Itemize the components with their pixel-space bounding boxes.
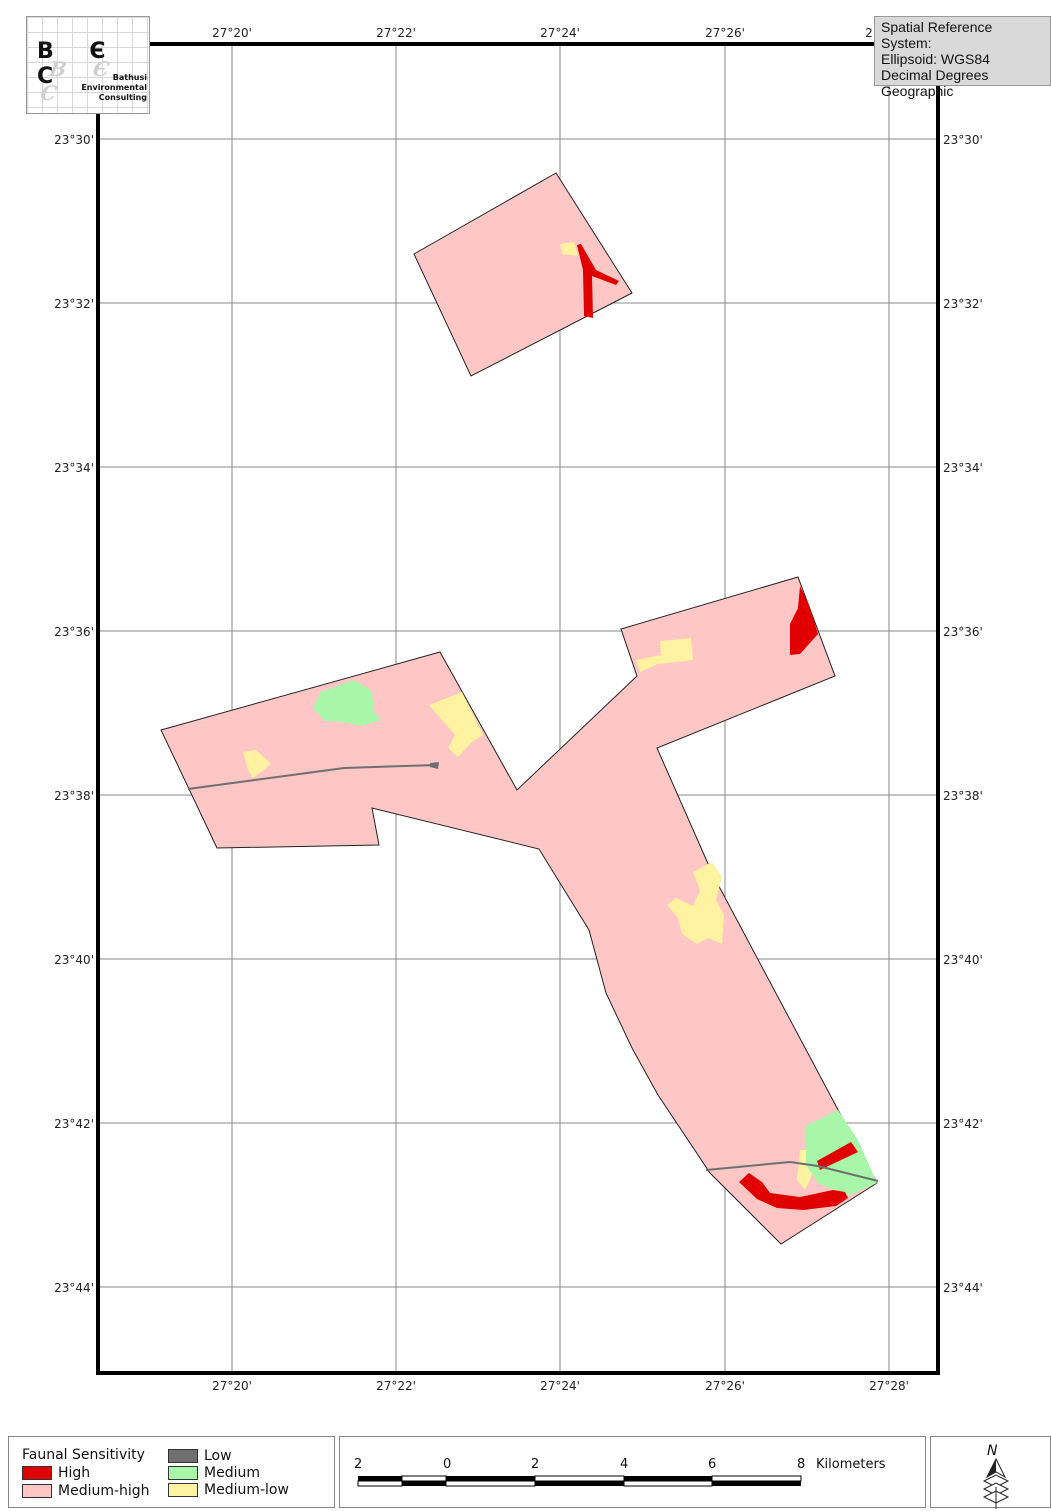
logo-line: Consulting (98, 93, 147, 102)
lat-label-right: 23°30' (943, 133, 983, 147)
lat-label-left: 23°40' (54, 953, 94, 967)
low-marker (430, 762, 439, 769)
medium-low-patch (560, 242, 578, 256)
low-areas (187, 764, 879, 1182)
north-arrow-panel: N (930, 1436, 1051, 1509)
lat-label-right: 23°32' (943, 297, 983, 311)
lon-label-bottom: 27°26' (705, 1379, 745, 1393)
lon-label-top-partial: 2 (865, 26, 873, 40)
medium-low-patch (243, 750, 271, 778)
high-areas (577, 244, 858, 1210)
srs-line: Geographic (881, 83, 954, 99)
lat-label-left: 23°30' (54, 133, 94, 147)
lon-label-bottom: 27°24' (540, 1379, 580, 1393)
lon-label-top: 27°26' (705, 26, 745, 40)
scale-label: 8 (797, 1457, 806, 1472)
legend-swatch-medium-low (168, 1483, 198, 1497)
medium-low-patch (667, 862, 724, 944)
scale-label: 2 (531, 1457, 540, 1472)
north-arrow-icon (982, 1457, 1010, 1509)
legend-panel: Faunal Sensitivity High Medium-high Low … (8, 1436, 335, 1508)
company-logo: B Є C B Є C Bathusi Environmental Consul… (26, 16, 150, 114)
high-patch (577, 244, 619, 318)
scale-bar-panel: 2 0 2 4 6 8 Kilometers (339, 1436, 926, 1508)
logo-company-name: Bathusi Environmental Consulting (81, 73, 147, 103)
lat-label-left: 23°44' (54, 1281, 94, 1295)
study-area-north-parcel (413, 172, 633, 377)
legend-title: Faunal Sensitivity (22, 1447, 145, 1463)
high-patch (790, 586, 818, 655)
legend-label: Low (204, 1448, 232, 1464)
logo-letters: B Є C (37, 39, 120, 89)
lon-label-bottom: 27°28' (869, 1379, 909, 1393)
lat-label-left: 23°34' (54, 461, 94, 475)
legend-swatch-low (168, 1449, 198, 1463)
logo-line: Environmental (81, 83, 147, 92)
scale-label: 0 (443, 1457, 452, 1472)
lon-label-bottom: 27°22' (376, 1379, 416, 1393)
lat-label-left: 23°36' (54, 625, 94, 639)
legend-item-medium: Medium (168, 1465, 260, 1481)
srs-line: Decimal Degrees (881, 67, 989, 83)
lon-label-top: 27°24' (540, 26, 580, 40)
spatial-reference-box: Spatial Reference System: Ellipsoid: WGS… (874, 16, 1051, 99)
lat-label-right: 23°42' (943, 1117, 983, 1131)
scale-unit: Kilometers (816, 1457, 886, 1472)
high-patch (739, 1173, 848, 1210)
low-road-west (187, 764, 438, 790)
legend-label: High (58, 1465, 91, 1481)
scale-bar (357, 1475, 802, 1487)
study-area-main-parcel (160, 576, 878, 1245)
lat-label-right: 23°40' (943, 953, 983, 967)
lat-label-right: 23°44' (943, 1281, 983, 1295)
legend-swatch-medium (168, 1466, 198, 1480)
lat-label-left: 23°38' (54, 789, 94, 803)
legend-item-low: Low (168, 1448, 232, 1464)
scale-label: 2 (354, 1457, 363, 1472)
longitude-labels: 27°20' 27°22' 27°24' 27°26' 2 27°20' 27°… (212, 26, 909, 1393)
srs-line: Spatial Reference System: (881, 19, 993, 51)
logo-line: Bathusi (112, 73, 147, 82)
medium-patch (313, 680, 381, 726)
lon-label-bottom: 27°20' (212, 1379, 252, 1393)
latitude-labels-left: 23°30' 23°32' 23°34' 23°36' 23°38' 23°40… (54, 133, 94, 1295)
north-label: N (987, 1443, 998, 1459)
legend-label: Medium-low (204, 1482, 289, 1498)
low-road-east (705, 1160, 879, 1182)
lon-label-top: 27°20' (212, 26, 252, 40)
latitude-labels-right: 23°30' 23°32' 23°34' 23°36' 23°38' 23°40… (943, 133, 983, 1295)
medium-low-patch (429, 692, 483, 757)
lat-label-left: 23°42' (54, 1117, 94, 1131)
medium-low-areas (243, 242, 812, 1190)
legend-item-high: High (22, 1465, 90, 1481)
lat-label-left: 23°32' (54, 297, 94, 311)
legend-label: Medium-high (58, 1483, 150, 1499)
srs-line: Ellipsoid: WGS84 (881, 51, 990, 67)
medium-low-patch (636, 638, 693, 672)
legend-label: Medium (204, 1465, 260, 1481)
study-area (160, 172, 878, 1245)
lat-label-right: 23°38' (943, 789, 983, 803)
scale-label: 4 (620, 1457, 629, 1472)
lon-label-top: 27°22' (376, 26, 416, 40)
lat-label-right: 23°34' (943, 461, 983, 475)
map-frame: 27°20' 27°22' 27°24' 27°26' 2 27°20' 27°… (54, 26, 983, 1393)
high-patch (817, 1142, 858, 1170)
legend-item-medium-high: Medium-high (22, 1483, 150, 1499)
scale-label: 6 (708, 1457, 717, 1472)
map-neatline (96, 42, 940, 1375)
legend-swatch-high (22, 1466, 52, 1480)
legend-swatch-medium-high (22, 1484, 52, 1498)
lat-label-right: 23°36' (943, 625, 983, 639)
legend-item-medium-low: Medium-low (168, 1482, 289, 1498)
